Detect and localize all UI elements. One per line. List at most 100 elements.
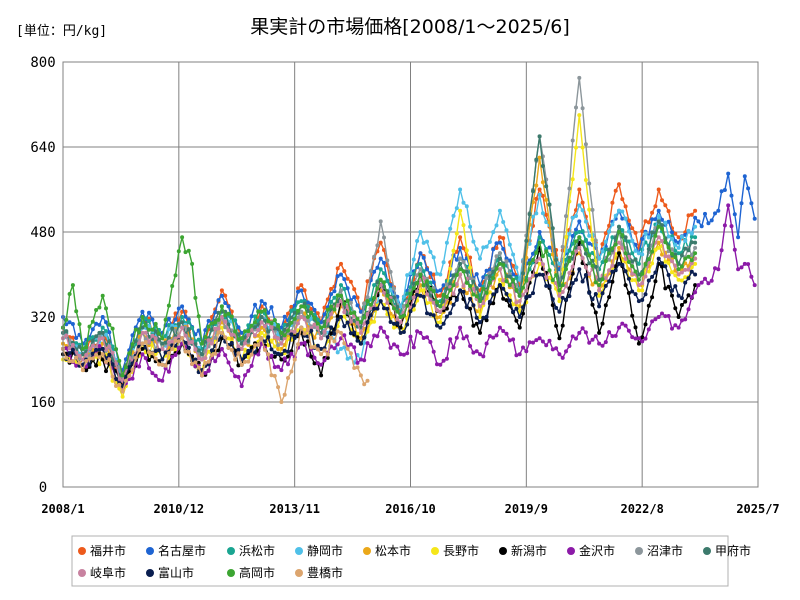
data-point [378, 256, 383, 261]
y-axis-ticks: 0 160 320 480 640 800 [30, 55, 55, 496]
data-point [623, 216, 628, 221]
data-point [557, 293, 562, 298]
data-point [375, 286, 380, 291]
data-point [600, 260, 605, 265]
data-point [521, 292, 525, 297]
data-point [670, 259, 674, 264]
data-point [408, 291, 413, 296]
data-point [253, 325, 257, 330]
data-point [577, 75, 582, 80]
data-point [494, 333, 499, 338]
data-point [286, 349, 290, 354]
data-point [74, 355, 79, 360]
data-point [388, 320, 393, 324]
data-point [633, 257, 638, 262]
data-point [689, 261, 694, 266]
data-point [176, 249, 181, 254]
legend-item: 静岡市 [295, 543, 343, 558]
data-point [153, 329, 158, 334]
data-point [686, 267, 691, 272]
data-point [368, 269, 373, 273]
data-point [670, 236, 674, 241]
data-point [133, 355, 138, 360]
data-point [626, 291, 631, 295]
data-point [428, 286, 433, 291]
data-point [607, 268, 612, 273]
data-point [358, 373, 363, 378]
data-point [104, 320, 108, 325]
data-point [620, 228, 625, 233]
data-point [448, 266, 453, 271]
data-point [345, 356, 350, 361]
data-point [679, 278, 684, 283]
data-point [484, 341, 489, 346]
data-point [656, 240, 661, 245]
data-point [441, 283, 446, 288]
data-point [673, 273, 678, 278]
data-point [415, 239, 420, 243]
data-point [157, 378, 161, 383]
data-point [243, 359, 247, 364]
data-point [289, 320, 294, 325]
data-point [617, 325, 621, 330]
data-point [74, 309, 79, 314]
data-point [650, 217, 655, 222]
data-point [478, 320, 482, 325]
data-point [368, 344, 373, 349]
data-point [435, 289, 439, 294]
data-point [123, 378, 128, 383]
data-point [339, 288, 343, 293]
data-point [656, 315, 661, 319]
data-point [176, 345, 181, 350]
data-point [739, 201, 744, 206]
data-point [464, 334, 469, 339]
data-point [176, 322, 181, 327]
data-point [385, 293, 390, 298]
data-point [478, 299, 482, 304]
legend-label: 松本市 [375, 543, 411, 558]
data-point [580, 256, 585, 260]
data-point [186, 248, 191, 253]
data-point [315, 326, 320, 331]
data-point [348, 342, 353, 347]
data-point [253, 302, 257, 307]
y-tick-label: 160 [30, 395, 55, 411]
data-point [219, 293, 224, 298]
data-point [418, 251, 423, 256]
data-point [435, 315, 439, 320]
data-point [418, 293, 423, 298]
data-point [302, 301, 307, 306]
data-point [689, 258, 694, 263]
data-point [329, 286, 334, 291]
data-point [484, 276, 489, 280]
data-point [385, 335, 390, 340]
data-point [74, 363, 79, 368]
data-point [534, 338, 539, 343]
data-point [392, 295, 396, 300]
data-point [626, 229, 631, 234]
data-point [190, 325, 195, 330]
data-point [269, 321, 274, 326]
data-point [166, 316, 171, 321]
data-point [537, 155, 542, 160]
legend-item: 松本市 [363, 543, 411, 558]
data-point [90, 335, 95, 340]
data-point [358, 309, 363, 314]
data-point [223, 313, 228, 318]
data-point [342, 341, 347, 346]
data-point [243, 353, 247, 358]
data-point [540, 211, 545, 216]
data-point [209, 353, 214, 358]
data-point [607, 279, 612, 284]
data-point [80, 352, 85, 357]
data-point [279, 400, 284, 404]
data-point [269, 353, 274, 358]
data-point [679, 253, 684, 258]
data-point [504, 279, 509, 284]
data-point [464, 291, 469, 296]
data-point [272, 365, 277, 370]
data-point [137, 318, 142, 323]
data-point [597, 293, 602, 298]
data-point [501, 236, 506, 241]
data-point [157, 362, 161, 367]
